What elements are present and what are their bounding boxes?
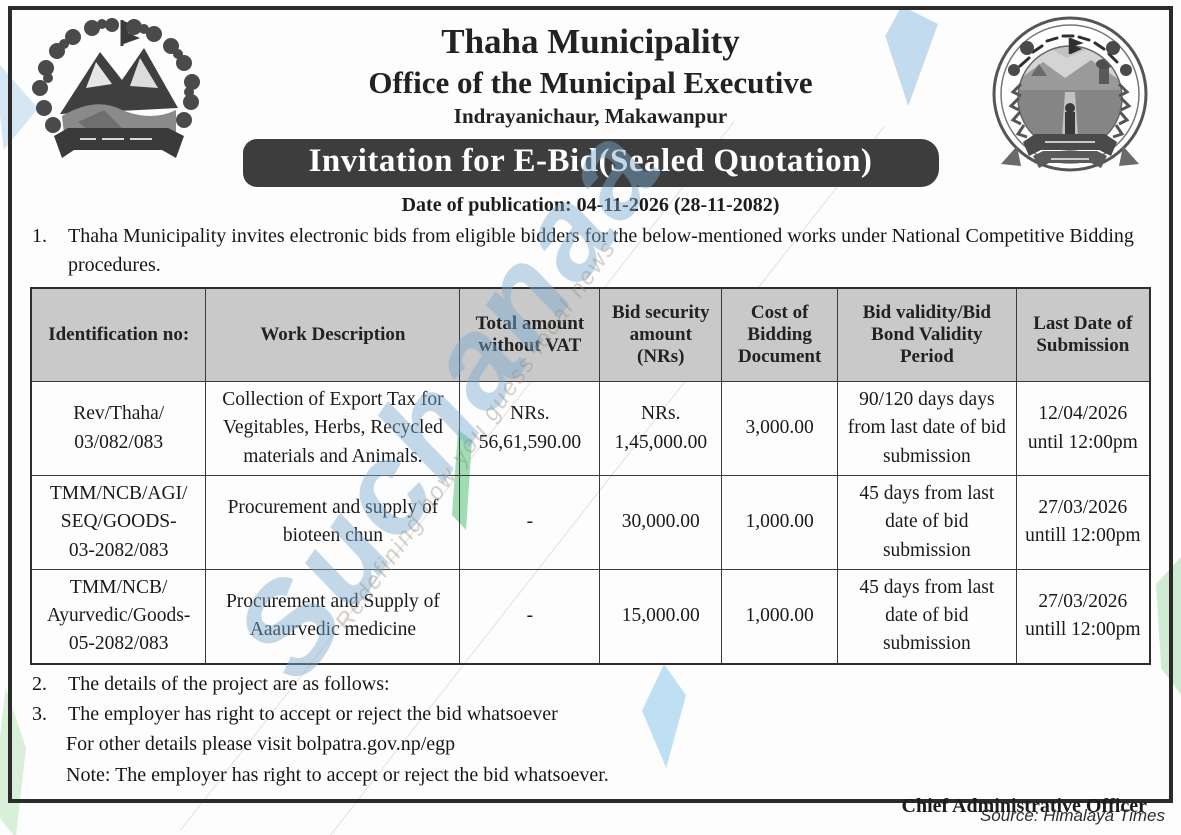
notice-item-3: 3. The employer has right to accept or r…: [30, 700, 1151, 728]
cell-work-description: Procurement and supply of bioteen chun: [205, 475, 461, 570]
cell-bid-validity: 45 days from last date of bid submission: [837, 568, 1017, 665]
cell-last-date: 12/04/2026 until 12:00pm: [1015, 381, 1151, 477]
cell-identification: TMM/NCB/ Ayurvedic/Goods- 05-2082/083: [30, 568, 207, 665]
cell-total-amount: NRs. 56,61,590.00: [459, 381, 601, 477]
publication-date: Date of publication: 04-11-2026 (28-11-2…: [401, 194, 780, 217]
cell-total-amount: -: [459, 475, 601, 570]
item-text: The employer has right to accept or reje…: [68, 703, 558, 725]
cell-work-description: Collection of Export Tax for Vegitables,…: [205, 381, 461, 477]
invitation-banner: Invitation for E-Bid(Sealed Quotation): [242, 139, 939, 188]
cell-bid-validity: 45 days from last date of bid submission: [837, 475, 1017, 570]
table-row: TMM/NCB/ Ayurvedic/Goods- 05-2082/083 Pr…: [30, 568, 1151, 665]
table-row: TMM/NCB/AGI/ SEQ/GOODS- 03-2082/083 Proc…: [30, 475, 1151, 570]
table-row: Rev/Thaha/ 03/082/083 Collection of Expo…: [30, 381, 1151, 477]
col-identification: Identification no:: [30, 287, 207, 383]
item-number: 3.: [32, 703, 47, 725]
cell-last-date: 27/03/2026 untill 12:00pm: [1015, 568, 1151, 665]
thaha-municipality-seal-icon: [987, 14, 1153, 191]
cell-last-date: 27/03/2026 untill 12:00pm: [1015, 475, 1151, 570]
signoff-title: Chief Administrative Officer: [901, 795, 1148, 818]
table-header-row: Identification no: Work Description Tota…: [30, 287, 1151, 383]
cell-bid-validity: 90/120 days days from last date of bid s…: [837, 381, 1017, 477]
notice-item-3-note: Note: The employer has right to accept o…: [66, 763, 609, 786]
col-bid-security: Bid security amount (NRs): [599, 287, 723, 383]
col-work-description: Work Description: [205, 287, 461, 383]
col-bid-validity: Bid validity/Bid Bond Validity Period: [837, 287, 1017, 383]
col-last-date: Last Date of Submission: [1015, 287, 1151, 383]
address-line: Indrayanichaur, Makawanpur: [453, 103, 728, 128]
office-title: Office of the Municipal Executive: [368, 64, 813, 100]
notice-frame: Thaha Municipality Office of the Municip…: [8, 6, 1173, 817]
cell-bid-security: NRs. 1,45,000.00: [599, 381, 723, 477]
cell-work-description: Procurement and Supply of Aaaurvedic med…: [205, 568, 461, 665]
bid-table: Identification no: Work Description Tota…: [30, 287, 1151, 665]
item-text: The details of the project are as follow…: [68, 672, 390, 695]
notice-item-3-details: For other details please visit bolpatra.…: [66, 733, 456, 756]
cell-cost-document: 3,000.00: [721, 381, 839, 477]
col-total-amount: Total amount without VAT: [459, 287, 601, 383]
item-text: Thaha Municipality invites electronic bi…: [68, 225, 1134, 276]
item-number: 2.: [32, 672, 47, 695]
nepal-government-emblem-icon: [26, 18, 210, 191]
cell-identification: TMM/NCB/AGI/ SEQ/GOODS- 03-2082/083: [30, 475, 207, 570]
col-cost-document: Cost of Bidding Document: [721, 287, 839, 383]
cell-bid-security: 30,000.00: [599, 475, 723, 570]
cell-cost-document: 1,000.00: [721, 568, 839, 665]
notice-item-2: 2. The details of the project are as fol…: [30, 670, 1151, 698]
item-number: 1.: [32, 225, 47, 248]
municipality-title: Thaha Municipality: [441, 22, 740, 61]
cell-bid-security: 15,000.00: [599, 568, 723, 665]
source-credit: Source: Himalaya Times: [979, 806, 1165, 825]
notice-item-1: 1. Thaha Municipality invites electronic…: [30, 222, 1151, 279]
cell-cost-document: 1,000.00: [721, 475, 839, 570]
cell-total-amount: -: [459, 568, 601, 665]
cell-identification: Rev/Thaha/ 03/082/083: [30, 381, 207, 477]
